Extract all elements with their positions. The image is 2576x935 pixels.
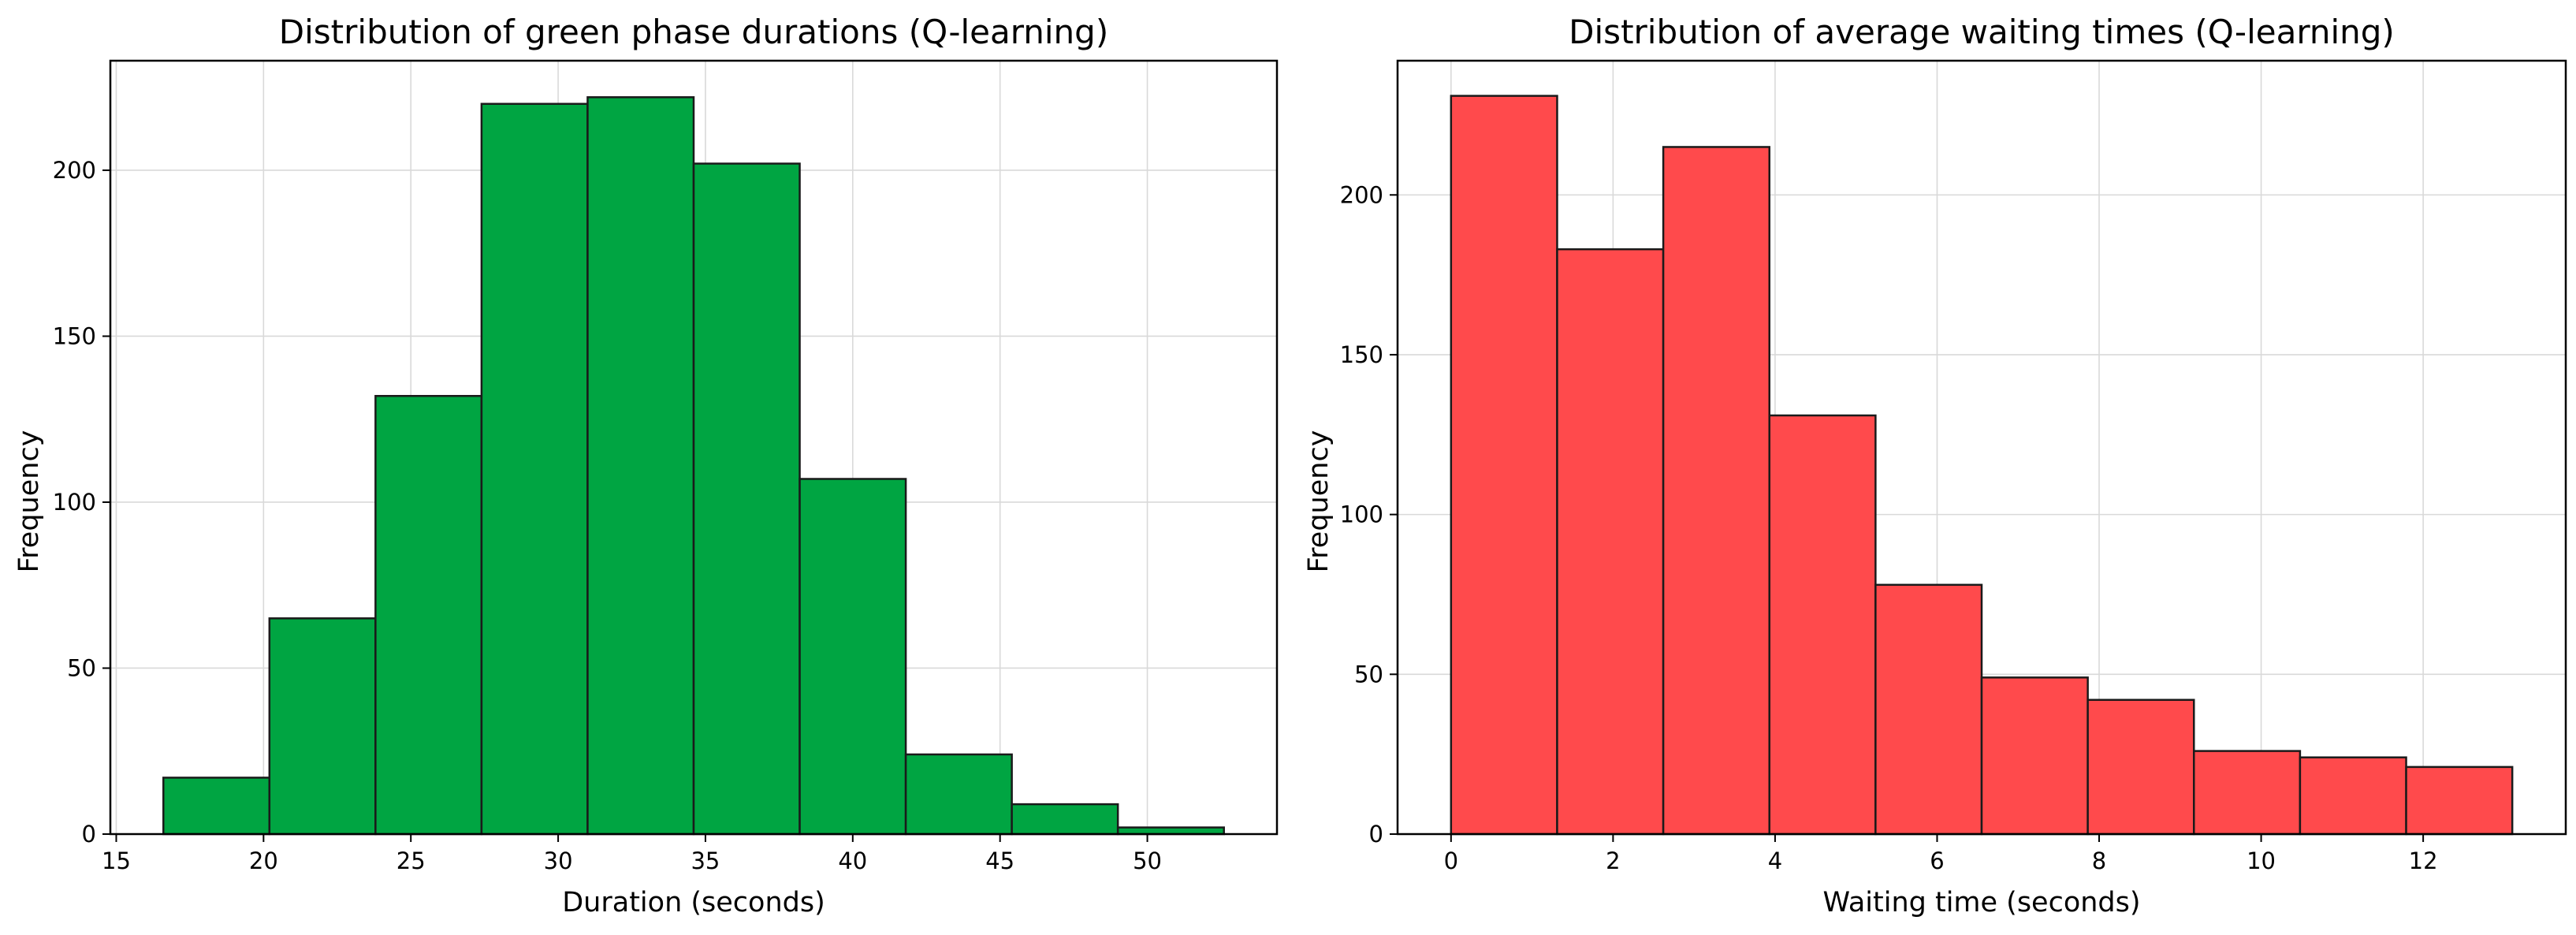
plot-frame <box>1396 59 2567 836</box>
histogram-bar <box>798 478 907 836</box>
y-tick-label: 100 <box>53 489 96 516</box>
y-axis-label: Frequency <box>1303 430 1335 573</box>
green-duration-histogram: Distribution of green phase durations (Q… <box>13 13 1279 918</box>
histogram-bar <box>2193 750 2302 836</box>
y-tick-label: 0 <box>1369 821 1383 847</box>
histogram-bar <box>904 753 1013 836</box>
histogram-bar <box>162 777 271 836</box>
x-tick-label: 20 <box>249 847 278 874</box>
x-tick-label: 2 <box>1606 847 1620 874</box>
histogram-bar <box>1450 95 1558 836</box>
histogram-bar <box>2405 766 2514 836</box>
chart-title: Distribution of green phase durations (Q… <box>279 13 1108 51</box>
y-axis-label: Frequency <box>13 430 45 573</box>
x-tick-label: 0 <box>1444 847 1458 874</box>
x-tick-label: 35 <box>691 847 720 874</box>
histogram-bar <box>374 394 483 836</box>
histogram-bar <box>2299 756 2407 836</box>
histogram-bar <box>1116 826 1225 836</box>
y-tick-label: 100 <box>1340 501 1383 528</box>
y-tick-label: 200 <box>1340 181 1383 208</box>
histogram-bar <box>1874 583 1983 836</box>
y-tick-label: 50 <box>1354 661 1383 687</box>
histogram-bar <box>1980 676 2089 836</box>
x-tick-label: 50 <box>1133 847 1162 874</box>
histogram-bar <box>1768 414 1877 836</box>
chart-title: Distribution of average waiting times (Q… <box>1569 13 2395 51</box>
histogram-bar <box>1011 803 1119 836</box>
bars <box>162 96 1225 836</box>
x-tick-label: 12 <box>2409 847 2438 874</box>
histogram-bar <box>2086 698 2195 836</box>
histogram-bar <box>1662 146 1770 836</box>
bars <box>1450 95 2514 836</box>
y-tick-label: 50 <box>67 654 96 681</box>
plot-frame <box>109 59 1279 836</box>
x-tick-label: 45 <box>985 847 1014 874</box>
y-tick-label: 0 <box>82 821 96 847</box>
waiting-time-histogram: Distribution of average waiting times (Q… <box>1303 13 2567 918</box>
histogram-bar <box>586 96 695 836</box>
y-tick-label: 150 <box>53 322 96 349</box>
histogram-bar <box>1556 248 1665 836</box>
x-tick-label: 6 <box>1930 847 1944 874</box>
histogram-bar <box>268 617 377 836</box>
x-tick-label: 40 <box>838 847 867 874</box>
y-tick-label: 200 <box>53 157 96 184</box>
x-axis-label: Duration (seconds) <box>562 887 825 918</box>
x-tick-label: 4 <box>1768 847 1782 874</box>
x-tick-label: 25 <box>396 847 426 874</box>
x-axis-label: Waiting time (seconds) <box>1822 887 2140 918</box>
x-tick-label: 30 <box>544 847 573 874</box>
x-tick-label: 15 <box>102 847 131 874</box>
histogram-bar <box>692 162 801 836</box>
x-tick-label: 8 <box>2092 847 2106 874</box>
histogram-bar <box>480 102 589 836</box>
y-tick-label: 150 <box>1340 341 1383 368</box>
x-tick-label: 10 <box>2247 847 2276 874</box>
